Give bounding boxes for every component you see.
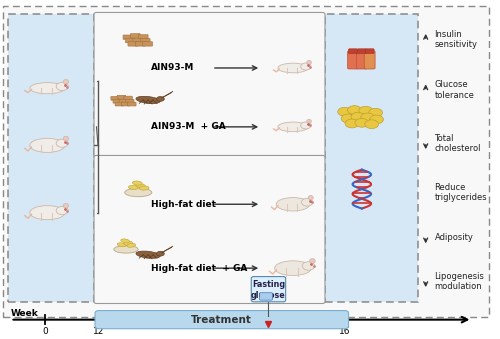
FancyBboxPatch shape — [252, 277, 286, 302]
Ellipse shape — [124, 241, 132, 245]
FancyBboxPatch shape — [138, 35, 148, 39]
Ellipse shape — [306, 119, 312, 123]
FancyBboxPatch shape — [128, 102, 136, 106]
Text: Reduce
triglycerides: Reduce triglycerides — [434, 183, 487, 202]
Ellipse shape — [274, 261, 312, 276]
Text: High-fat diet: High-fat diet — [150, 200, 216, 209]
Text: Total
cholesterol: Total cholesterol — [434, 134, 481, 153]
Ellipse shape — [136, 96, 160, 104]
Ellipse shape — [310, 259, 315, 263]
FancyBboxPatch shape — [348, 51, 358, 69]
Ellipse shape — [370, 115, 384, 124]
FancyBboxPatch shape — [142, 42, 152, 46]
Bar — [325, 14, 418, 302]
Ellipse shape — [127, 243, 136, 247]
Ellipse shape — [56, 82, 68, 91]
Ellipse shape — [300, 63, 311, 70]
FancyBboxPatch shape — [126, 99, 134, 103]
Text: 0: 0 — [42, 327, 48, 336]
Ellipse shape — [117, 243, 126, 246]
Ellipse shape — [156, 97, 164, 101]
Ellipse shape — [359, 106, 372, 115]
FancyBboxPatch shape — [356, 51, 367, 69]
FancyBboxPatch shape — [117, 95, 126, 99]
Ellipse shape — [30, 138, 65, 153]
Ellipse shape — [300, 122, 311, 129]
FancyBboxPatch shape — [140, 38, 150, 43]
Ellipse shape — [136, 184, 145, 188]
Text: High-fat diet  + GA: High-fat diet + GA — [150, 264, 247, 273]
Ellipse shape — [368, 108, 382, 117]
FancyBboxPatch shape — [122, 102, 130, 106]
Text: Lipogenesis
modulation: Lipogenesis modulation — [434, 272, 484, 291]
Ellipse shape — [345, 119, 359, 128]
Ellipse shape — [365, 120, 378, 128]
Ellipse shape — [56, 139, 68, 147]
Ellipse shape — [30, 206, 65, 220]
FancyBboxPatch shape — [111, 96, 120, 100]
Text: Treatment: Treatment — [192, 315, 252, 325]
Ellipse shape — [30, 83, 65, 94]
Ellipse shape — [125, 188, 152, 197]
Ellipse shape — [341, 114, 355, 123]
Ellipse shape — [63, 136, 68, 141]
Ellipse shape — [348, 106, 362, 114]
Ellipse shape — [306, 60, 312, 64]
Text: Glucose
tolerance: Glucose tolerance — [434, 80, 474, 100]
Ellipse shape — [128, 185, 138, 190]
Ellipse shape — [302, 262, 314, 270]
FancyBboxPatch shape — [348, 49, 358, 54]
FancyBboxPatch shape — [94, 156, 325, 303]
FancyBboxPatch shape — [95, 311, 348, 329]
FancyBboxPatch shape — [113, 99, 122, 103]
Text: AIN93-M  + GA: AIN93-M + GA — [150, 122, 226, 131]
Ellipse shape — [351, 113, 365, 121]
Text: Insulin
sensitivity: Insulin sensitivity — [434, 30, 478, 49]
Ellipse shape — [276, 198, 310, 211]
Ellipse shape — [338, 107, 351, 116]
Ellipse shape — [302, 198, 313, 206]
Ellipse shape — [132, 181, 142, 185]
Text: Week: Week — [10, 309, 38, 318]
FancyBboxPatch shape — [260, 293, 272, 300]
FancyBboxPatch shape — [94, 13, 325, 159]
FancyBboxPatch shape — [115, 102, 124, 106]
Ellipse shape — [278, 122, 308, 132]
Ellipse shape — [308, 196, 314, 200]
Bar — [8, 14, 94, 302]
FancyBboxPatch shape — [128, 42, 138, 46]
FancyBboxPatch shape — [126, 38, 136, 43]
Ellipse shape — [156, 251, 164, 256]
Text: AIN93-M: AIN93-M — [150, 63, 194, 73]
FancyBboxPatch shape — [124, 96, 132, 100]
FancyBboxPatch shape — [119, 99, 128, 103]
FancyBboxPatch shape — [123, 35, 133, 39]
FancyBboxPatch shape — [366, 49, 374, 54]
Ellipse shape — [63, 203, 68, 208]
Ellipse shape — [63, 79, 68, 84]
Text: 16: 16 — [339, 327, 350, 336]
Ellipse shape — [121, 239, 130, 243]
Ellipse shape — [114, 245, 138, 253]
Text: 12: 12 — [94, 327, 104, 336]
Text: Fasting
glucose: Fasting glucose — [251, 280, 286, 300]
FancyBboxPatch shape — [136, 42, 145, 46]
Ellipse shape — [355, 118, 368, 127]
Ellipse shape — [136, 251, 160, 258]
Ellipse shape — [361, 113, 374, 122]
Ellipse shape — [278, 63, 308, 73]
FancyBboxPatch shape — [364, 51, 375, 69]
FancyBboxPatch shape — [130, 34, 140, 38]
Text: Adiposity: Adiposity — [434, 233, 474, 242]
Ellipse shape — [56, 206, 68, 215]
FancyBboxPatch shape — [133, 38, 142, 43]
FancyBboxPatch shape — [358, 49, 366, 54]
Ellipse shape — [139, 186, 149, 190]
